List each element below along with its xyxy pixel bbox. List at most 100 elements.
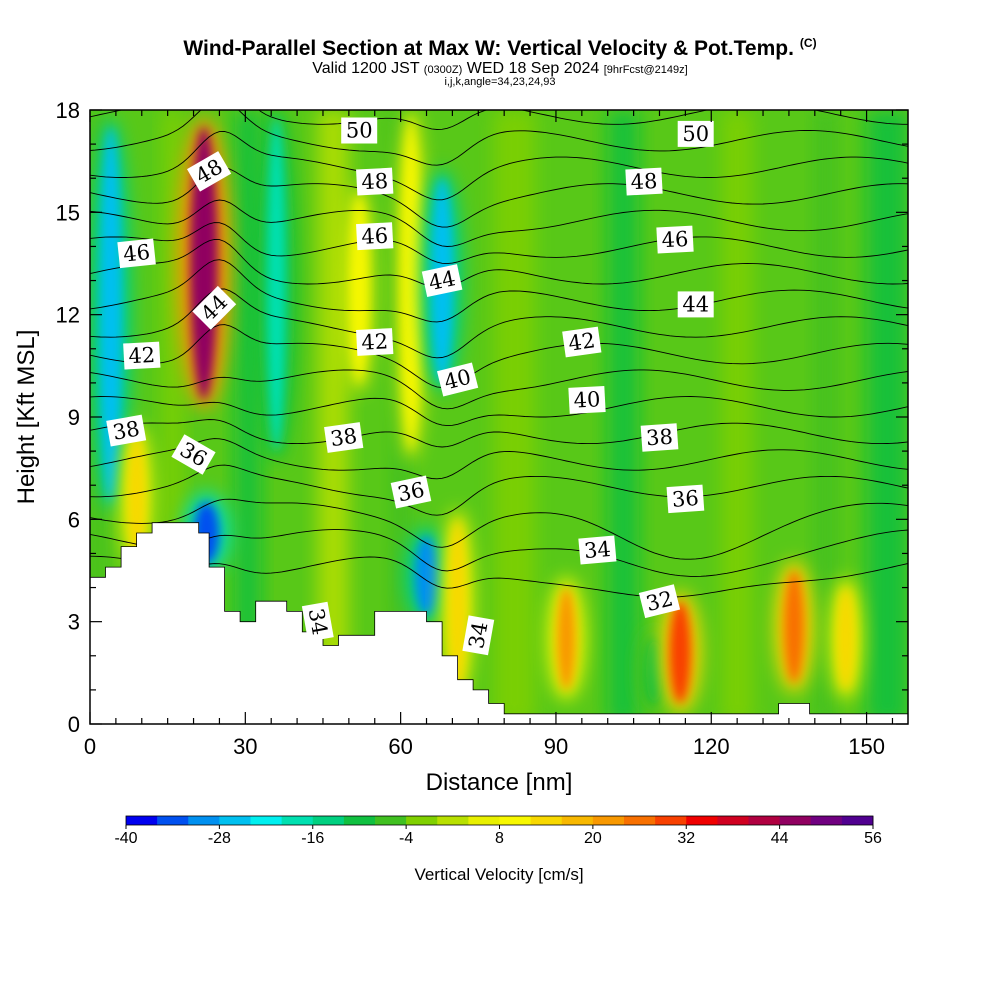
- colorbar-swatch: [592, 816, 625, 825]
- theta-contour-label-box: [462, 615, 495, 656]
- colorbar-tick-label: 32: [677, 830, 695, 847]
- theta-contour-label-text: 34: [464, 620, 492, 650]
- theta-contour-label-text: 44: [427, 266, 458, 295]
- colorbar-swatch: [468, 816, 500, 825]
- chart-subtitle: Valid 1200 JST (0300Z) WED 18 Sep 2024 […: [312, 60, 688, 77]
- x-axis-tick-label: 0: [84, 734, 96, 759]
- colorbar-tick-label: 56: [864, 830, 882, 847]
- theta-contour: [90, 288, 908, 359]
- colorbar-swatch: [406, 816, 438, 825]
- theta-contour: [90, 498, 908, 560]
- colorbar-swatch: [655, 816, 687, 825]
- colorbar-swatch: [250, 816, 283, 825]
- theta-contour-label-text: 50: [682, 122, 709, 146]
- theta-contour: [90, 464, 908, 516]
- y-axis-tick-label: 0: [68, 712, 80, 737]
- theta-contour-label-text: 38: [111, 416, 141, 444]
- theta-contour-label-text: 34: [583, 537, 612, 563]
- theta-contour-label: 46: [356, 222, 394, 251]
- theta-contour-label-box: [171, 434, 216, 475]
- theta-contour: [90, 369, 908, 410]
- theta-contour-label: 38: [640, 423, 679, 452]
- velocity-feature: [556, 587, 576, 690]
- x-axis-tick-label: 120: [693, 734, 730, 759]
- theta-contour-label-text: 36: [671, 486, 699, 512]
- theta-contour-label-text: 46: [661, 227, 689, 252]
- theta-contour-label-box: [640, 423, 679, 452]
- colorbar-swatch: [188, 816, 220, 825]
- x-axis-tick-label: 150: [848, 734, 885, 759]
- theta-contour: [90, 396, 908, 427]
- colorbar-swatch: [375, 816, 407, 825]
- theta-contour-label-box: [568, 385, 606, 414]
- theta-contour-label-box: [106, 414, 147, 447]
- theta-contour-label-box: [638, 584, 681, 619]
- theta-contour-label-text: 46: [361, 224, 389, 249]
- colorbar-swatch: [126, 816, 158, 825]
- theta-contour: [90, 529, 908, 577]
- theta-contour-label-text: 48: [630, 169, 658, 194]
- theta-contour-label: 50: [341, 117, 378, 144]
- theta-contour: [90, 40, 908, 84]
- theta-contour: [90, 199, 908, 247]
- y-axis-tick-label: 18: [56, 98, 80, 123]
- y-axis-tick-label: 15: [56, 200, 80, 225]
- theta-contour-label-text: 42: [128, 343, 156, 368]
- theta-contour-label-box: [436, 362, 479, 397]
- theta-contour-label: 42: [562, 326, 602, 358]
- colorbar-swatch: [499, 816, 532, 825]
- colorbar-tick-label: 44: [771, 830, 789, 847]
- velocity-feature: [128, 434, 146, 561]
- colorbar-swatch: [561, 816, 594, 825]
- colorbar-tick-label: 8: [495, 830, 504, 847]
- velocity-feature: [449, 519, 467, 690]
- theta-contour-label-box: [356, 222, 394, 251]
- theta-contour-label-box: [562, 326, 602, 358]
- chart-title: Wind-Parallel Section at Max W: Vertical…: [183, 36, 817, 60]
- velocity-feature: [403, 116, 419, 452]
- theta-contour-label-box: [421, 264, 463, 298]
- colorbar-swatch: [437, 816, 469, 825]
- velocity-feature: [414, 536, 439, 615]
- x-axis: 0 30 60 90 120 150: [84, 110, 894, 759]
- theta-contour-label: 48: [356, 167, 394, 196]
- colorbar-title: Vertical Velocity [cm/s]: [414, 865, 583, 884]
- velocity-feature: [837, 587, 855, 690]
- colorbar-swatch: [779, 816, 812, 825]
- colorbar-swatch: [810, 816, 843, 825]
- theta-contour-label: 42: [123, 341, 161, 370]
- theta-contour-label-box: [187, 151, 232, 192]
- theta-contour-label-box: [117, 238, 156, 269]
- theta-contour-label-box: [625, 167, 663, 196]
- colorbar-swatch: [624, 816, 656, 825]
- colorbar-tick-label: -40: [114, 830, 137, 847]
- theta-contour-label: 44: [421, 264, 463, 298]
- theta-contour: [90, 60, 908, 102]
- theta-contour-label: 40: [436, 362, 479, 397]
- theta-contour-label-box: [301, 601, 334, 642]
- theta-contour-label-box: [123, 341, 161, 370]
- y-axis-tick-label: 6: [68, 507, 80, 532]
- theta-contour: [90, 238, 908, 289]
- theta-contour-label-text: 50: [346, 119, 373, 143]
- copyright-mark: (C): [799, 36, 817, 50]
- velocity-feature: [99, 127, 122, 503]
- theta-contour-label: 38: [324, 422, 364, 453]
- x-axis-title: Distance [nm]: [426, 769, 573, 796]
- theta-contour-label: 36: [390, 475, 432, 509]
- colorbar-swatch: [748, 816, 781, 825]
- colorbar-swatch: [219, 816, 251, 825]
- colorbar-swatch: [343, 816, 376, 825]
- colorbar-swatch: [841, 816, 874, 825]
- colorbar-tick-label: -28: [208, 830, 231, 847]
- theta-contour-label: 46: [117, 238, 156, 269]
- theta-contour-label: 36: [666, 484, 705, 514]
- theta-contour: [90, 324, 908, 389]
- theta-contour-label: 40: [568, 385, 606, 414]
- theta-contour-label-box: [578, 535, 617, 565]
- velocity-feature: [646, 638, 663, 704]
- theta-contour-label-text: 36: [395, 477, 426, 506]
- theta-contours: [90, 40, 908, 598]
- theta-contour: [90, 438, 908, 480]
